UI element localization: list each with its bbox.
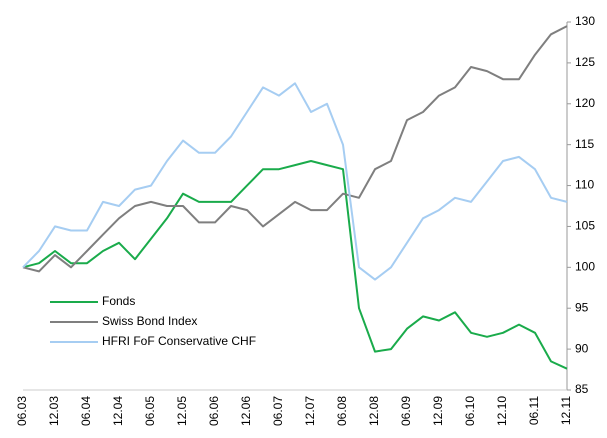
y-tick-label: 95 [575,300,589,314]
legend-label: HFRI FoF Conservative CHF [102,334,256,348]
x-tick-label: 06.04 [79,396,93,426]
x-tick-label: 12.10 [495,396,509,426]
x-tick-label: 12.09 [431,396,445,426]
x-tick-label: 12.03 [47,396,61,426]
x-tick-label: 12.05 [175,396,189,426]
y-tick-label: 125 [575,55,595,69]
x-tick-label: 12.08 [367,396,381,426]
legend-label: Fonds [102,294,135,308]
y-tick-label: 105 [575,219,595,233]
series-line [22,160,568,370]
y-tick-label: 115 [575,137,594,151]
x-tick-label: 06.03 [15,396,29,426]
x-tick-label: 06.05 [143,396,157,426]
y-tick-label: 120 [575,96,595,110]
series-line [22,25,568,273]
legend-label: Swiss Bond Index [102,314,197,328]
y-tick-label: 110 [575,178,594,192]
x-tick-label: 12.04 [111,396,125,426]
x-tick-label: 12.11 [559,396,573,425]
x-tick-label: 12.06 [239,396,253,426]
x-tick-label: 06.10 [463,396,477,426]
x-tick-label: 12.07 [303,396,317,426]
x-tick-label: 06.06 [207,396,221,426]
x-tick-label: 06.07 [271,396,285,426]
y-tick-label: 85 [575,382,589,396]
y-tick-label: 100 [575,260,595,274]
y-tick-label: 130 [575,14,595,28]
x-tick-label: 06.09 [399,396,413,426]
series-line [22,82,568,281]
y-tick-label: 90 [575,341,589,355]
x-tick-label: 06.08 [335,396,349,426]
x-tick-label: 06.11 [527,396,541,425]
